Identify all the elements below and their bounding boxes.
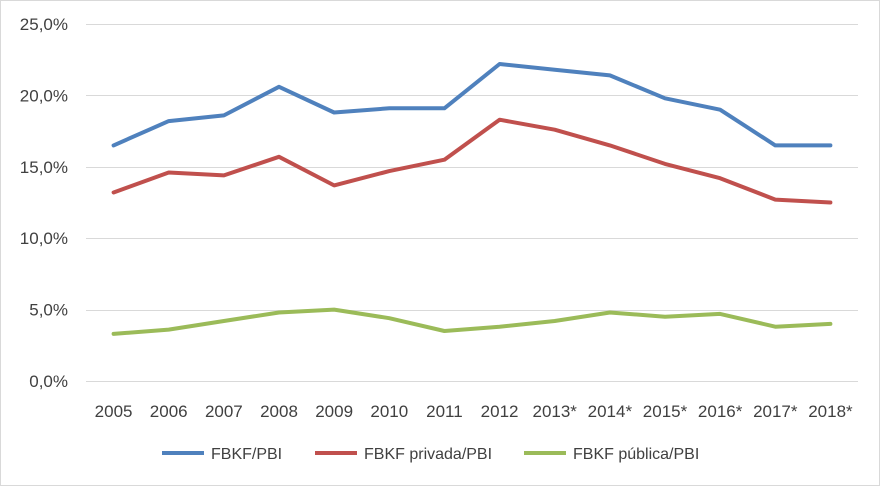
legend: FBKF/PBI FBKF privada/PBI FBKF pública/PBI — [162, 446, 699, 463]
legend-label: FBKF privada/PBI — [364, 446, 492, 463]
x-tick-label: 2012 — [481, 402, 519, 421]
y-tick-label: 20,0% — [20, 86, 68, 105]
x-tick-label: 2010 — [370, 402, 408, 421]
y-tick-label: 10,0% — [20, 229, 68, 248]
x-tick-label: 2009 — [315, 402, 353, 421]
x-tick-label: 2016* — [698, 402, 743, 421]
x-tick-label: 2013* — [532, 402, 577, 421]
x-tick-label: 2014* — [588, 402, 633, 421]
x-tick-label: 2005 — [95, 402, 133, 421]
x-tick-label: 2018* — [808, 402, 853, 421]
y-axis-ticks: 0,0% 5,0% 10,0% 15,0% 20,0% 25,0% — [20, 15, 68, 391]
x-tick-label: 2011 — [426, 402, 463, 421]
y-tick-label: 15,0% — [20, 158, 68, 177]
series-line-2 — [111, 117, 833, 205]
x-tick-label: 2017* — [753, 402, 798, 421]
gridlines — [86, 24, 858, 382]
series-line-3 — [111, 307, 833, 336]
x-tick-label: 2008 — [260, 402, 298, 421]
x-tick-label: 2006 — [150, 402, 188, 421]
x-axis-ticks: 2005 2006 2007 2008 2009 2010 2011 2012 2013* 201… — [95, 402, 853, 421]
y-tick-label: 0,0% — [29, 372, 68, 391]
x-tick-label: 2007 — [205, 402, 243, 421]
x-tick-label: 2015* — [643, 402, 688, 421]
y-tick-label: 5,0% — [29, 301, 68, 320]
series-lines — [111, 62, 833, 336]
legend-label: FBKF pública/PBI — [573, 446, 699, 463]
y-tick-label: 25,0% — [20, 15, 68, 34]
series-line-1 — [111, 62, 833, 148]
legend-label: FBKF/PBI — [211, 446, 282, 463]
